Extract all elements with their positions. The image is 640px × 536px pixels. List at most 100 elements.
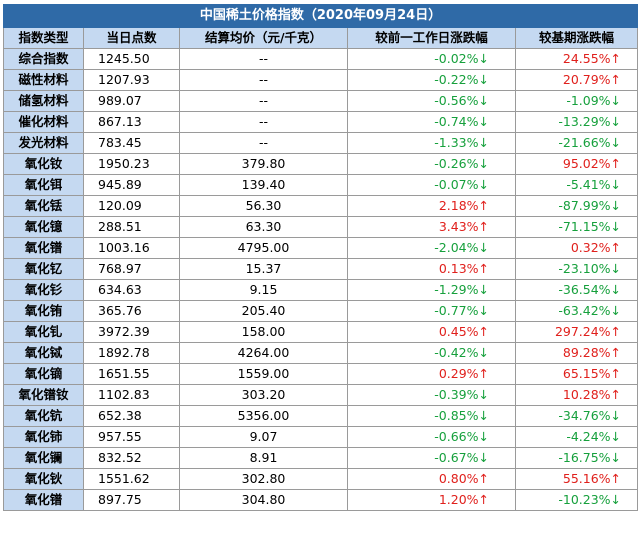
index-name-cell: 综合指数 [3,48,84,70]
table-row: 氧化镨钕 1102.83 303.20 -0.39%↓ 10.28%↑ [3,384,639,406]
table-row: 综合指数 1245.50 -- -0.02%↓ 24.55%↑ [3,48,639,70]
price-cell: 5356.00 [179,405,348,427]
points-cell: 897.75 [83,489,180,511]
day-change-cell: -0.74%↓ [347,111,516,133]
points-cell: 1003.16 [83,237,180,259]
price-cell: -- [179,132,348,154]
base-change-cell: -4.24%↓ [514,426,639,448]
day-change-cell: 0.80%↑ [347,468,516,490]
index-name-cell: 储氢材料 [3,90,84,112]
price-index-container: 中国稀土价格指数（2020年09月24日） 指数类型 当日点数 结算均价（元/千… [2,4,639,511]
price-cell: 4264.00 [179,342,348,364]
day-change-cell: -0.26%↓ [347,153,516,175]
day-change-cell: -1.29%↓ [347,279,516,301]
price-cell: 8.91 [179,447,348,469]
points-cell: 1207.93 [83,69,180,91]
points-cell: 768.97 [83,258,180,280]
base-change-cell: 20.79%↑ [514,69,639,91]
base-change-cell: 24.55%↑ [514,48,639,70]
day-change-cell: -2.04%↓ [347,237,516,259]
index-name-cell: 氧化镨钕 [3,384,84,406]
table-row: 氧化钕 1950.23 379.80 -0.26%↓ 95.02%↑ [3,153,639,175]
points-cell: 1102.83 [83,384,180,406]
table-row: 氧化钆 3972.39 158.00 0.45%↑ 297.24%↑ [3,321,639,343]
table-title: 中国稀土价格指数（2020年09月24日） [2,4,639,28]
day-change-cell: -0.77%↓ [347,300,516,322]
base-change-cell: -34.76%↓ [514,405,639,427]
points-cell: 3972.39 [83,321,180,343]
price-cell: 9.15 [179,279,348,301]
index-name-cell: 氧化镱 [3,216,84,238]
base-change-cell: -13.29%↓ [514,111,639,133]
base-change-cell: -63.42%↓ [514,300,639,322]
index-name-cell: 氧化镝 [3,363,84,385]
table-row: 氧化镨 1003.16 4795.00 -2.04%↓ 0.32%↑ [3,237,639,259]
points-cell: 867.13 [83,111,180,133]
table-row: 储氢材料 989.07 -- -0.56%↓ -1.09%↓ [3,90,639,112]
base-change-cell: -87.99%↓ [514,195,639,217]
price-cell: -- [179,48,348,70]
table-row: 氧化铥 120.09 56.30 2.18%↑ -87.99%↓ [3,195,639,217]
index-name-cell: 氧化钇 [3,258,84,280]
index-name-cell: 氧化铥 [3,195,84,217]
title-row: 中国稀土价格指数（2020年09月24日） [2,4,639,28]
points-cell: 957.55 [83,426,180,448]
table-row: 氧化铒 945.89 139.40 -0.07%↓ -5.41%↓ [3,174,639,196]
header-index-type: 指数类型 [3,27,84,49]
day-change-cell: -0.42%↓ [347,342,516,364]
price-cell: -- [179,111,348,133]
index-name-cell: 氧化铒 [3,174,84,196]
day-change-cell: 0.29%↑ [347,363,516,385]
table-row: 磁性材料 1207.93 -- -0.22%↓ 20.79%↑ [3,69,639,91]
table-body: 综合指数 1245.50 -- -0.02%↓ 24.55%↑ 磁性材料 1207.93 --… [3,48,639,511]
table-row: 发光材料 783.45 -- -1.33%↓ -21.66%↓ [3,132,639,154]
day-change-cell: 0.13%↑ [347,258,516,280]
base-change-cell: 0.32%↑ [514,237,639,259]
table-row: 氧化钐 634.63 9.15 -1.29%↓ -36.54%↓ [3,279,639,301]
index-name-cell: 氧化钕 [3,153,84,175]
table-row: 氧化镝 1651.55 1559.00 0.29%↑ 65.15%↑ [3,363,639,385]
points-cell: 989.07 [83,90,180,112]
table-row: 氧化镱 288.51 63.30 3.43%↑ -71.15%↓ [3,216,639,238]
points-cell: 1551.62 [83,468,180,490]
index-name-cell: 催化材料 [3,111,84,133]
header-row: 指数类型 当日点数 结算均价（元/千克） 较前一工作日涨跌幅 较基期涨跌幅 [3,27,639,49]
price-index-table: 中国稀土价格指数（2020年09月24日） 指数类型 当日点数 结算均价（元/千… [2,4,639,511]
table-row: 氧化镨 897.75 304.80 1.20%↑ -10.23%↓ [3,489,639,511]
day-change-cell: -0.56%↓ [347,90,516,112]
index-name-cell: 氧化钆 [3,321,84,343]
header-base-change: 较基期涨跌幅 [514,27,639,49]
base-change-cell: -5.41%↓ [514,174,639,196]
price-cell: 139.40 [179,174,348,196]
points-cell: 288.51 [83,216,180,238]
price-cell: 56.30 [179,195,348,217]
points-cell: 783.45 [83,132,180,154]
points-cell: 1651.55 [83,363,180,385]
price-cell: 4795.00 [179,237,348,259]
points-cell: 832.52 [83,447,180,469]
day-change-cell: -0.39%↓ [347,384,516,406]
table-row: 氧化铽 1892.78 4264.00 -0.42%↓ 89.28%↑ [3,342,639,364]
points-cell: 1950.23 [83,153,180,175]
base-change-cell: -16.75%↓ [514,447,639,469]
day-change-cell: -0.07%↓ [347,174,516,196]
day-change-cell: -0.67%↓ [347,447,516,469]
index-name-cell: 氧化钐 [3,279,84,301]
table-row: 氧化钪 652.38 5356.00 -0.85%↓ -34.76%↓ [3,405,639,427]
table-row: 氧化镧 832.52 8.91 -0.67%↓ -16.75%↓ [3,447,639,469]
price-cell: 304.80 [179,489,348,511]
index-name-cell: 磁性材料 [3,69,84,91]
base-change-cell: 65.15%↑ [514,363,639,385]
index-name-cell: 氧化镨 [3,237,84,259]
points-cell: 1245.50 [83,48,180,70]
table-row: 催化材料 867.13 -- -0.74%↓ -13.29%↓ [3,111,639,133]
base-change-cell: -10.23%↓ [514,489,639,511]
base-change-cell: 55.16%↑ [514,468,639,490]
base-change-cell: 89.28%↑ [514,342,639,364]
base-change-cell: -23.10%↓ [514,258,639,280]
points-cell: 120.09 [83,195,180,217]
price-cell: 15.37 [179,258,348,280]
base-change-cell: 10.28%↑ [514,384,639,406]
points-cell: 365.76 [83,300,180,322]
price-cell: -- [179,69,348,91]
